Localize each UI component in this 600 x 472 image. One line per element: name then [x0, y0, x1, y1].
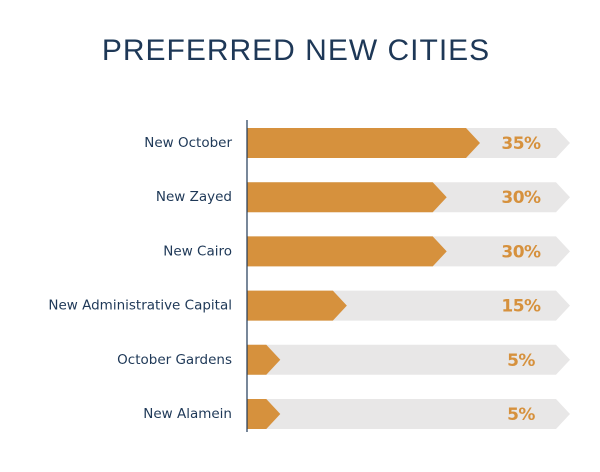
track — [247, 344, 570, 375]
category-label: New Alamein — [143, 406, 232, 422]
category-label: New Zayed — [156, 189, 232, 205]
category-label: New Administrative Capital — [48, 298, 232, 314]
value-label: 5% — [507, 351, 535, 371]
bar — [247, 182, 447, 213]
category-label: October Gardens — [117, 352, 232, 368]
value-label: 30% — [501, 188, 541, 208]
value-label: 30% — [501, 242, 541, 262]
value-label: 5% — [507, 405, 535, 425]
chart-title: PREFERRED NEW CITIES — [102, 34, 490, 67]
track — [247, 399, 570, 429]
bar — [247, 344, 281, 375]
value-label: 35% — [501, 134, 541, 154]
value-label: 15% — [501, 297, 541, 317]
category-label: New Cairo — [163, 243, 232, 259]
bar — [247, 290, 347, 321]
bar — [247, 236, 447, 267]
category-label: New October — [144, 135, 232, 151]
bar — [247, 128, 480, 158]
bar — [247, 399, 281, 429]
